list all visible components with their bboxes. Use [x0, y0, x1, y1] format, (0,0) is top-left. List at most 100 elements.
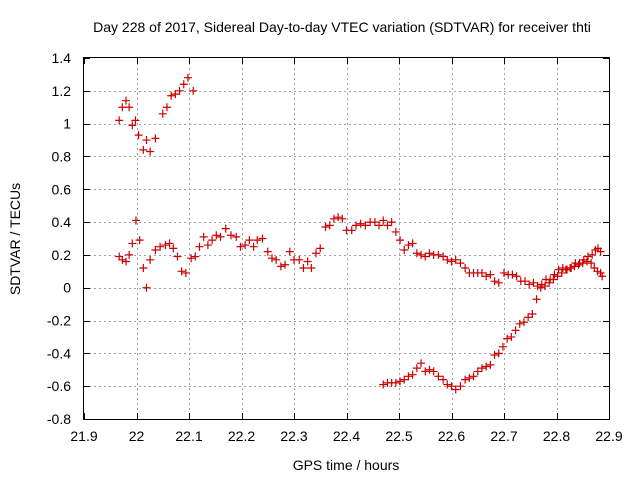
data-point — [179, 80, 188, 89]
data-point — [118, 255, 127, 264]
data-point — [482, 362, 491, 371]
data-point — [404, 241, 413, 250]
data-point — [347, 226, 356, 235]
data-point — [303, 257, 312, 266]
data-point — [276, 262, 285, 271]
data-point — [553, 272, 562, 281]
data-point — [338, 214, 347, 223]
data-point — [536, 283, 545, 292]
data-point — [156, 242, 165, 251]
series-satellite-track-middle — [115, 213, 605, 292]
data-point — [128, 239, 137, 248]
data-point — [417, 250, 426, 259]
data-point — [285, 247, 294, 256]
data-point — [370, 218, 379, 227]
data-point — [151, 245, 160, 254]
data-point — [408, 370, 417, 379]
x-tick-label: 22.2 — [228, 428, 255, 444]
data-point — [443, 255, 452, 264]
data-point — [529, 278, 538, 287]
data-point — [221, 224, 230, 233]
data-point — [396, 236, 405, 245]
data-point — [253, 236, 262, 245]
data-point — [578, 259, 587, 268]
data-point — [134, 131, 143, 140]
data-point — [203, 241, 212, 250]
data-point — [199, 232, 208, 241]
data-point — [561, 265, 570, 274]
data-point — [173, 252, 182, 261]
data-point — [519, 318, 528, 327]
data-point — [135, 236, 144, 245]
data-point — [447, 257, 456, 266]
data-point — [236, 242, 245, 251]
data-point — [142, 283, 151, 292]
data-point — [334, 213, 343, 222]
data-point — [307, 264, 316, 273]
data-point — [258, 234, 267, 243]
data-point — [512, 272, 521, 281]
data-point — [379, 216, 388, 225]
data-point — [404, 372, 413, 381]
tick-layer — [84, 58, 610, 420]
y-tick-label: 1.4 — [52, 50, 72, 66]
data-point — [507, 332, 516, 341]
data-point — [169, 244, 178, 253]
data-point — [391, 378, 400, 387]
data-point — [469, 372, 478, 381]
y-axis-label: SDTVAR / TECUs — [7, 183, 23, 295]
data-point — [521, 277, 529, 286]
data-point — [241, 241, 250, 250]
data-point — [570, 262, 579, 271]
y-tick-label: 1 — [63, 116, 71, 132]
data-point — [299, 264, 308, 273]
data-point — [461, 264, 470, 273]
data-point — [421, 252, 430, 261]
data-point — [115, 116, 124, 125]
data-point — [451, 385, 460, 394]
data-point — [139, 264, 148, 273]
data-point — [582, 257, 591, 266]
data-point — [142, 136, 151, 145]
data-point — [329, 214, 338, 223]
data-point — [391, 227, 400, 236]
data-points — [115, 73, 607, 394]
data-point — [408, 239, 417, 248]
data-point — [375, 221, 384, 230]
data-point — [312, 249, 321, 258]
series-satellite-track-upper — [115, 73, 198, 156]
x-tick-label: 22.1 — [175, 428, 202, 444]
y-tick-label: 0.6 — [52, 181, 72, 197]
data-point — [421, 367, 430, 376]
x-tick-label: 22.8 — [543, 428, 570, 444]
data-point — [584, 252, 592, 261]
data-point — [267, 254, 276, 263]
data-point — [177, 267, 186, 276]
y-tick-label: 0.8 — [52, 148, 72, 164]
y-tick-label: -0.2 — [47, 313, 71, 329]
data-point — [361, 221, 370, 230]
data-point — [588, 250, 597, 259]
data-point — [187, 254, 196, 263]
x-tick-label: 22.7 — [490, 428, 517, 444]
data-point — [482, 272, 491, 281]
data-point — [596, 247, 605, 256]
data-point — [281, 260, 290, 269]
y-tick-label: 0 — [63, 280, 71, 296]
data-point — [171, 90, 180, 99]
data-point — [434, 250, 443, 259]
data-point — [162, 103, 171, 112]
data-point — [439, 252, 448, 261]
x-tick-label: 22 — [129, 428, 145, 444]
data-point — [425, 365, 434, 374]
data-point — [400, 375, 409, 384]
data-point — [465, 373, 474, 382]
data-point — [498, 342, 507, 351]
y-tick-label: 0.4 — [52, 214, 72, 230]
data-point — [508, 270, 517, 279]
data-point — [417, 359, 426, 368]
data-point — [400, 245, 409, 254]
data-point — [434, 372, 443, 381]
data-point — [232, 232, 241, 241]
